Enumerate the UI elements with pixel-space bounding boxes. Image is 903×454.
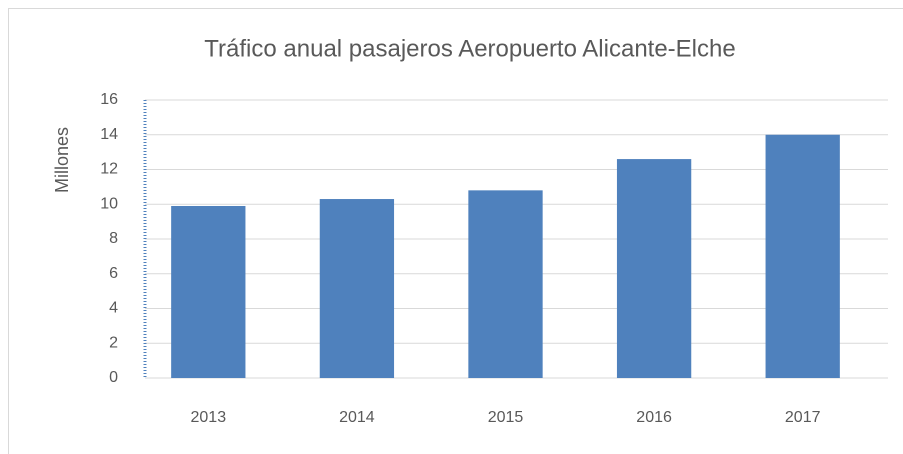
- y-tick-label: 8: [109, 230, 118, 247]
- bar: [765, 134, 840, 378]
- bar: [468, 190, 543, 378]
- x-tick-label: 2014: [339, 409, 375, 426]
- y-tick-label: 0: [109, 369, 118, 386]
- y-tick-label: 4: [109, 300, 118, 317]
- bar: [171, 205, 246, 378]
- chart-title: Tráfico anual pasajeros Aeropuerto Alica…: [204, 35, 735, 62]
- chart-border: [8, 8, 903, 454]
- x-tick-label: 2013: [191, 409, 227, 426]
- y-tick-label: 12: [100, 161, 118, 178]
- y-tick-label: 14: [100, 126, 118, 143]
- y-tick-label: 16: [100, 91, 118, 108]
- x-tick-label: 2017: [785, 409, 821, 426]
- bar: [319, 199, 395, 378]
- y-tick-label: 6: [109, 265, 118, 282]
- x-tick-label: 2016: [636, 409, 672, 426]
- y-axis-label: Millones: [52, 127, 72, 193]
- y-tick-label: 2: [109, 334, 118, 351]
- bar: [616, 159, 692, 378]
- x-tick-label: 2015: [488, 409, 524, 426]
- y-tick-label: 10: [100, 195, 118, 212]
